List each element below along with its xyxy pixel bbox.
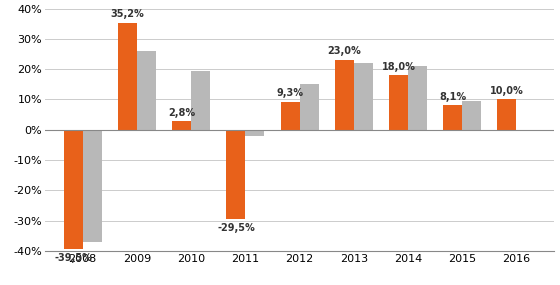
Bar	[245, 130, 264, 136]
Text: -39,5%: -39,5%	[54, 253, 92, 263]
Bar	[408, 66, 427, 130]
Bar	[354, 63, 373, 130]
Bar	[389, 75, 408, 130]
Bar	[118, 23, 137, 130]
Text: 35,2%: 35,2%	[110, 9, 144, 19]
Bar	[335, 60, 354, 130]
Text: 10,0%: 10,0%	[490, 86, 524, 96]
Bar	[191, 71, 210, 130]
Bar	[462, 101, 481, 130]
Text: 2,8%: 2,8%	[168, 107, 195, 117]
Text: 9,3%: 9,3%	[277, 88, 304, 98]
Bar	[172, 121, 191, 130]
Text: -29,5%: -29,5%	[217, 223, 255, 233]
Bar	[281, 101, 300, 130]
Bar	[300, 84, 319, 130]
Bar	[137, 51, 156, 130]
Bar	[83, 130, 102, 242]
Bar	[226, 130, 245, 219]
Text: 18,0%: 18,0%	[381, 62, 416, 72]
Bar	[497, 99, 516, 130]
Text: 23,0%: 23,0%	[328, 46, 361, 56]
Bar	[444, 105, 462, 130]
Bar	[64, 130, 83, 249]
Text: 8,1%: 8,1%	[439, 91, 466, 101]
